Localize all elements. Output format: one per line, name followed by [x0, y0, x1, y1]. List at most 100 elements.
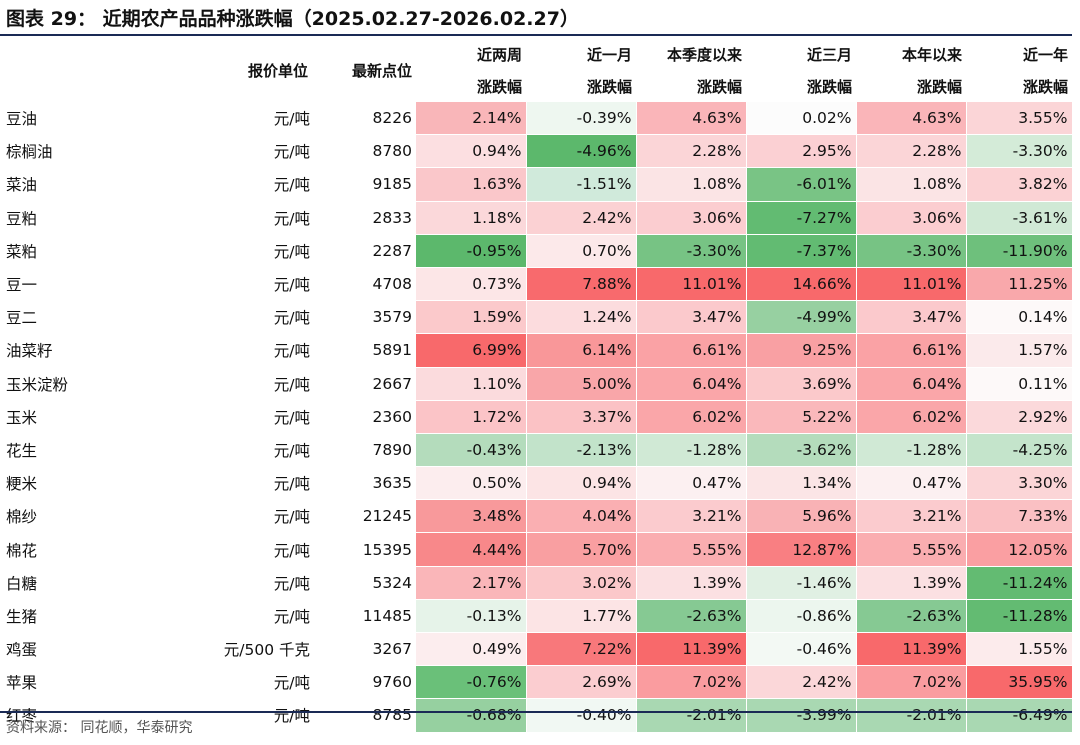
header-row-2: 涨跌幅 涨跌幅 涨跌幅 涨跌幅 涨跌幅 涨跌幅 [0, 70, 1072, 102]
change-cell: -11.28% [966, 599, 1073, 634]
latest-value: 15395 [362, 540, 412, 559]
variety-name: 豆粕 [6, 209, 38, 228]
latest-value: 9760 [372, 673, 412, 692]
table-row: 棉花 元/吨 15395 4.44% 5.70% 5.55% 12.87% 5.55% 12.0… [0, 532, 1073, 567]
change-cell: 4.63% [856, 102, 967, 136]
variety-name: 生猪 [6, 607, 38, 626]
quote-unit: 元/吨 [273, 574, 310, 593]
change-cell: 6.99% [416, 333, 527, 368]
latest-value: 3635 [372, 474, 412, 493]
change-cell: 7.88% [526, 267, 637, 302]
change-cell: 0.70% [526, 234, 637, 268]
quote-unit: 元/吨 [273, 674, 310, 693]
table-row: 苹果 元/吨 9760 -0.76% 2.69% 7.02% 2.42% 7.02% 35.95… [0, 665, 1073, 700]
latest-value: 3579 [372, 308, 412, 327]
header-period-3-line-2: 涨跌幅 [696, 77, 742, 96]
change-cell: 1.63% [416, 167, 527, 202]
change-cell: 2.14% [416, 102, 527, 136]
table-row: 油菜籽 元/吨 5891 6.99% 6.14% 6.61% 9.25% 6.61% 1.57% [0, 333, 1073, 368]
quote-unit: 元/吨 [273, 342, 310, 361]
change-cell: 3.06% [636, 201, 747, 235]
change-cell: 2.42% [526, 201, 637, 235]
change-cell: 0.47% [856, 466, 967, 501]
change-cell: 2.42% [746, 665, 857, 700]
change-cell: 12.87% [746, 532, 857, 567]
table-row: 白糖 元/吨 5324 2.17% 3.02% 1.39% -1.46% 1.39% -11.2… [0, 566, 1073, 600]
change-cell: 14.66% [746, 267, 857, 302]
change-cell: -4.96% [526, 134, 637, 169]
change-cell: -11.24% [966, 566, 1073, 600]
table-row: 豆一 元/吨 4708 0.73% 7.88% 11.01% 14.66% 11.01% 11.… [0, 267, 1073, 302]
header-period-4-line-2: 涨跌幅 [806, 77, 852, 96]
change-cell: 1.08% [636, 167, 747, 202]
header-period-1-line-2: 涨跌幅 [476, 77, 522, 96]
change-cell: -0.46% [746, 632, 857, 667]
variety-name: 花生 [6, 441, 38, 460]
change-cell: 6.04% [856, 367, 967, 401]
quote-unit: 元/吨 [273, 441, 310, 460]
quote-unit: 元/吨 [273, 209, 310, 228]
change-cell: -3.61% [966, 201, 1073, 235]
change-cell: 6.61% [636, 333, 747, 368]
header-variety [0, 38, 158, 102]
table-row: 棕榈油 元/吨 8780 0.94% -4.96% 2.28% 2.95% 2.28% -3.3… [0, 134, 1073, 169]
change-cell: 11.01% [636, 267, 747, 302]
latest-value: 5891 [372, 341, 412, 360]
change-cell: 0.11% [966, 367, 1073, 401]
change-cell: 7.22% [526, 632, 637, 667]
change-cell: -6.01% [746, 167, 857, 202]
change-cell: -3.62% [746, 433, 857, 468]
change-cell: 1.57% [966, 333, 1073, 368]
latest-value: 11485 [362, 606, 412, 625]
change-cell: -1.46% [746, 566, 857, 600]
header-period-4-line-1: 近三月 [806, 45, 852, 64]
table-row: 豆粕 元/吨 2833 1.18% 2.42% 3.06% -7.27% 3.06% -3.61… [0, 201, 1073, 235]
change-cell: -0.43% [416, 433, 527, 468]
change-cell: 0.73% [416, 267, 527, 302]
quote-unit: 元/吨 [273, 143, 310, 162]
table-row: 菜油 元/吨 9185 1.63% -1.51% 1.08% -6.01% 1.08% 3.82… [0, 167, 1073, 202]
change-cell: 3.48% [416, 499, 527, 534]
change-cell: 3.37% [526, 400, 637, 434]
latest-value: 2360 [372, 407, 412, 426]
change-cell: 1.77% [526, 599, 637, 634]
latest-value: 8226 [372, 109, 412, 128]
change-cell: 1.39% [636, 566, 747, 600]
change-cell: 1.34% [746, 466, 857, 501]
change-cell: -0.68% [416, 698, 527, 733]
change-cell: -2.63% [856, 599, 967, 634]
change-cell: 3.06% [856, 201, 967, 235]
table-row: 生猪 元/吨 11485 -0.13% 1.77% -2.63% -0.86% -2.63% -… [0, 599, 1073, 634]
change-cell: 3.21% [636, 499, 747, 534]
quote-unit: 元/吨 [273, 110, 310, 129]
change-cell: 5.00% [526, 367, 637, 401]
header-period-3-line-1: 本季度以来 [666, 45, 742, 64]
change-cell: -11.90% [966, 234, 1073, 268]
variety-name: 白糖 [6, 574, 38, 593]
change-cell: -0.40% [526, 698, 637, 733]
change-cell: 7.02% [636, 665, 747, 700]
change-cell: 2.28% [856, 134, 967, 169]
quote-unit: 元/吨 [273, 508, 310, 527]
table-row: 豆二 元/吨 3579 1.59% 1.24% 3.47% -4.99% 3.47% 0.14% [0, 300, 1073, 335]
change-cell: 0.02% [746, 102, 857, 136]
latest-value: 7890 [372, 440, 412, 459]
change-cell: 5.70% [526, 532, 637, 567]
table-row: 菜粕 元/吨 2287 -0.95% 0.70% -3.30% -7.37% -3.30% -1… [0, 234, 1073, 268]
change-cell: -2.13% [526, 433, 637, 468]
change-cell: -7.37% [746, 234, 857, 268]
latest-value: 8785 [372, 706, 412, 725]
change-cell: -2.01% [636, 698, 747, 733]
change-cell: 11.39% [636, 632, 747, 667]
header-unit: 报价单位 [247, 61, 308, 80]
change-cell: 9.25% [746, 333, 857, 368]
change-cell: -7.27% [746, 201, 857, 235]
variety-name: 鸡蛋 [6, 641, 38, 660]
latest-value: 21245 [362, 507, 412, 526]
change-cell: 7.33% [966, 499, 1073, 534]
change-cell: -2.01% [856, 698, 967, 733]
change-cell: 5.55% [856, 532, 967, 567]
source-note: 资料来源： 同花顺，华泰研究 [6, 720, 193, 736]
table-row: 棉纱 元/吨 21245 3.48% 4.04% 3.21% 5.96% 3.21% 7.33% [0, 499, 1073, 534]
change-cell: -0.39% [526, 102, 637, 136]
